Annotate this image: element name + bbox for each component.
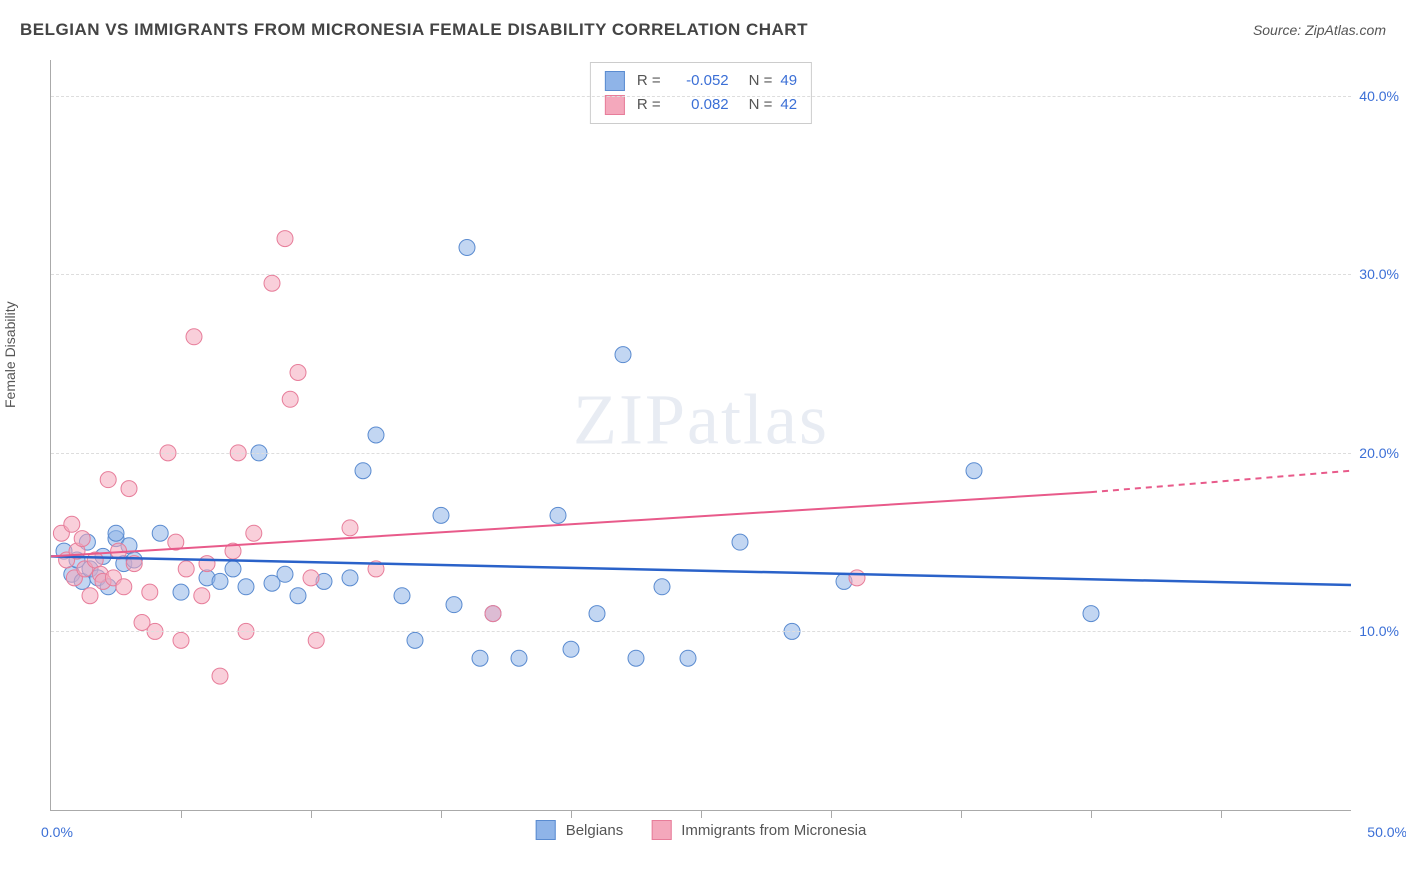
scatter-point bbox=[212, 573, 228, 589]
scatter-point bbox=[394, 588, 410, 604]
y-tick-label: 20.0% bbox=[1359, 445, 1399, 461]
scatter-point bbox=[966, 463, 982, 479]
scatter-point bbox=[212, 668, 228, 684]
scatter-point bbox=[308, 632, 324, 648]
scatter-point bbox=[290, 365, 306, 381]
chart-source: Source: ZipAtlas.com bbox=[1253, 22, 1386, 38]
scatter-point bbox=[290, 588, 306, 604]
x-axis-label-left: 0.0% bbox=[41, 824, 73, 840]
scatter-point bbox=[1083, 606, 1099, 622]
scatter-point bbox=[100, 472, 116, 488]
scatter-point bbox=[178, 561, 194, 577]
gridline bbox=[51, 96, 1351, 97]
r-value: -0.052 bbox=[669, 69, 729, 93]
x-tick bbox=[1221, 810, 1222, 818]
scatter-point bbox=[152, 525, 168, 541]
gridline bbox=[51, 453, 1351, 454]
scatter-point bbox=[589, 606, 605, 622]
legend-swatch bbox=[605, 95, 625, 115]
scatter-point bbox=[485, 606, 501, 622]
scatter-point bbox=[342, 570, 358, 586]
series-legend-label: Immigrants from Micronesia bbox=[681, 822, 866, 839]
scatter-point bbox=[282, 391, 298, 407]
legend-swatch bbox=[536, 820, 556, 840]
series-legend-label: Belgians bbox=[566, 822, 624, 839]
scatter-point bbox=[194, 588, 210, 604]
r-label: R = bbox=[637, 69, 661, 93]
scatter-point bbox=[628, 650, 644, 666]
scatter-svg bbox=[51, 60, 1351, 810]
scatter-point bbox=[550, 507, 566, 523]
scatter-point bbox=[82, 588, 98, 604]
series-legend-item: Belgians bbox=[536, 820, 624, 840]
scatter-point bbox=[732, 534, 748, 550]
scatter-point bbox=[238, 579, 254, 595]
x-tick bbox=[311, 810, 312, 818]
scatter-point bbox=[74, 531, 90, 547]
scatter-point bbox=[186, 329, 202, 345]
y-tick-label: 40.0% bbox=[1359, 88, 1399, 104]
scatter-point bbox=[433, 507, 449, 523]
y-tick-label: 30.0% bbox=[1359, 266, 1399, 282]
scatter-point bbox=[680, 650, 696, 666]
scatter-point bbox=[173, 632, 189, 648]
scatter-point bbox=[108, 525, 124, 541]
scatter-point bbox=[615, 347, 631, 363]
scatter-point bbox=[654, 579, 670, 595]
scatter-point bbox=[368, 427, 384, 443]
scatter-point bbox=[511, 650, 527, 666]
series-legend-item: Immigrants from Micronesia bbox=[651, 820, 866, 840]
series-legend: Belgians Immigrants from Micronesia bbox=[536, 820, 867, 840]
legend-swatch bbox=[605, 71, 625, 91]
x-tick bbox=[831, 810, 832, 818]
scatter-point bbox=[142, 584, 158, 600]
scatter-point bbox=[64, 516, 80, 532]
x-tick bbox=[181, 810, 182, 818]
gridline bbox=[51, 631, 1351, 632]
scatter-point bbox=[116, 579, 132, 595]
correlation-legend-row: R = -0.052 N = 49 bbox=[605, 69, 797, 93]
y-tick-label: 10.0% bbox=[1359, 623, 1399, 639]
gridline bbox=[51, 274, 1351, 275]
scatter-point bbox=[121, 481, 137, 497]
scatter-point bbox=[407, 632, 423, 648]
x-tick bbox=[571, 810, 572, 818]
trend-line bbox=[51, 492, 1091, 556]
n-label: N = bbox=[749, 69, 773, 93]
x-tick bbox=[1091, 810, 1092, 818]
x-tick bbox=[961, 810, 962, 818]
scatter-point bbox=[355, 463, 371, 479]
scatter-point bbox=[342, 520, 358, 536]
x-tick bbox=[701, 810, 702, 818]
scatter-point bbox=[459, 240, 475, 256]
chart-title: BELGIAN VS IMMIGRANTS FROM MICRONESIA FE… bbox=[20, 20, 808, 40]
x-tick bbox=[441, 810, 442, 818]
y-axis-label: Female Disability bbox=[2, 301, 18, 408]
scatter-point bbox=[303, 570, 319, 586]
scatter-point bbox=[246, 525, 262, 541]
x-axis-label-right: 50.0% bbox=[1367, 824, 1406, 840]
correlation-legend: R =-0.052N =49R =0.082N =42 bbox=[590, 62, 812, 124]
scatter-point bbox=[446, 597, 462, 613]
scatter-point bbox=[225, 561, 241, 577]
chart-plot-area: ZIPatlas R =-0.052N =49R =0.082N =42 0.0… bbox=[50, 60, 1351, 811]
scatter-point bbox=[563, 641, 579, 657]
chart-header: BELGIAN VS IMMIGRANTS FROM MICRONESIA FE… bbox=[20, 20, 1386, 40]
legend-swatch bbox=[651, 820, 671, 840]
scatter-point bbox=[173, 584, 189, 600]
trend-line-extension bbox=[1091, 471, 1351, 492]
scatter-point bbox=[277, 231, 293, 247]
scatter-point bbox=[199, 556, 215, 572]
scatter-point bbox=[472, 650, 488, 666]
n-value: 49 bbox=[780, 69, 797, 93]
scatter-point bbox=[264, 275, 280, 291]
scatter-point bbox=[277, 566, 293, 582]
scatter-point bbox=[849, 570, 865, 586]
